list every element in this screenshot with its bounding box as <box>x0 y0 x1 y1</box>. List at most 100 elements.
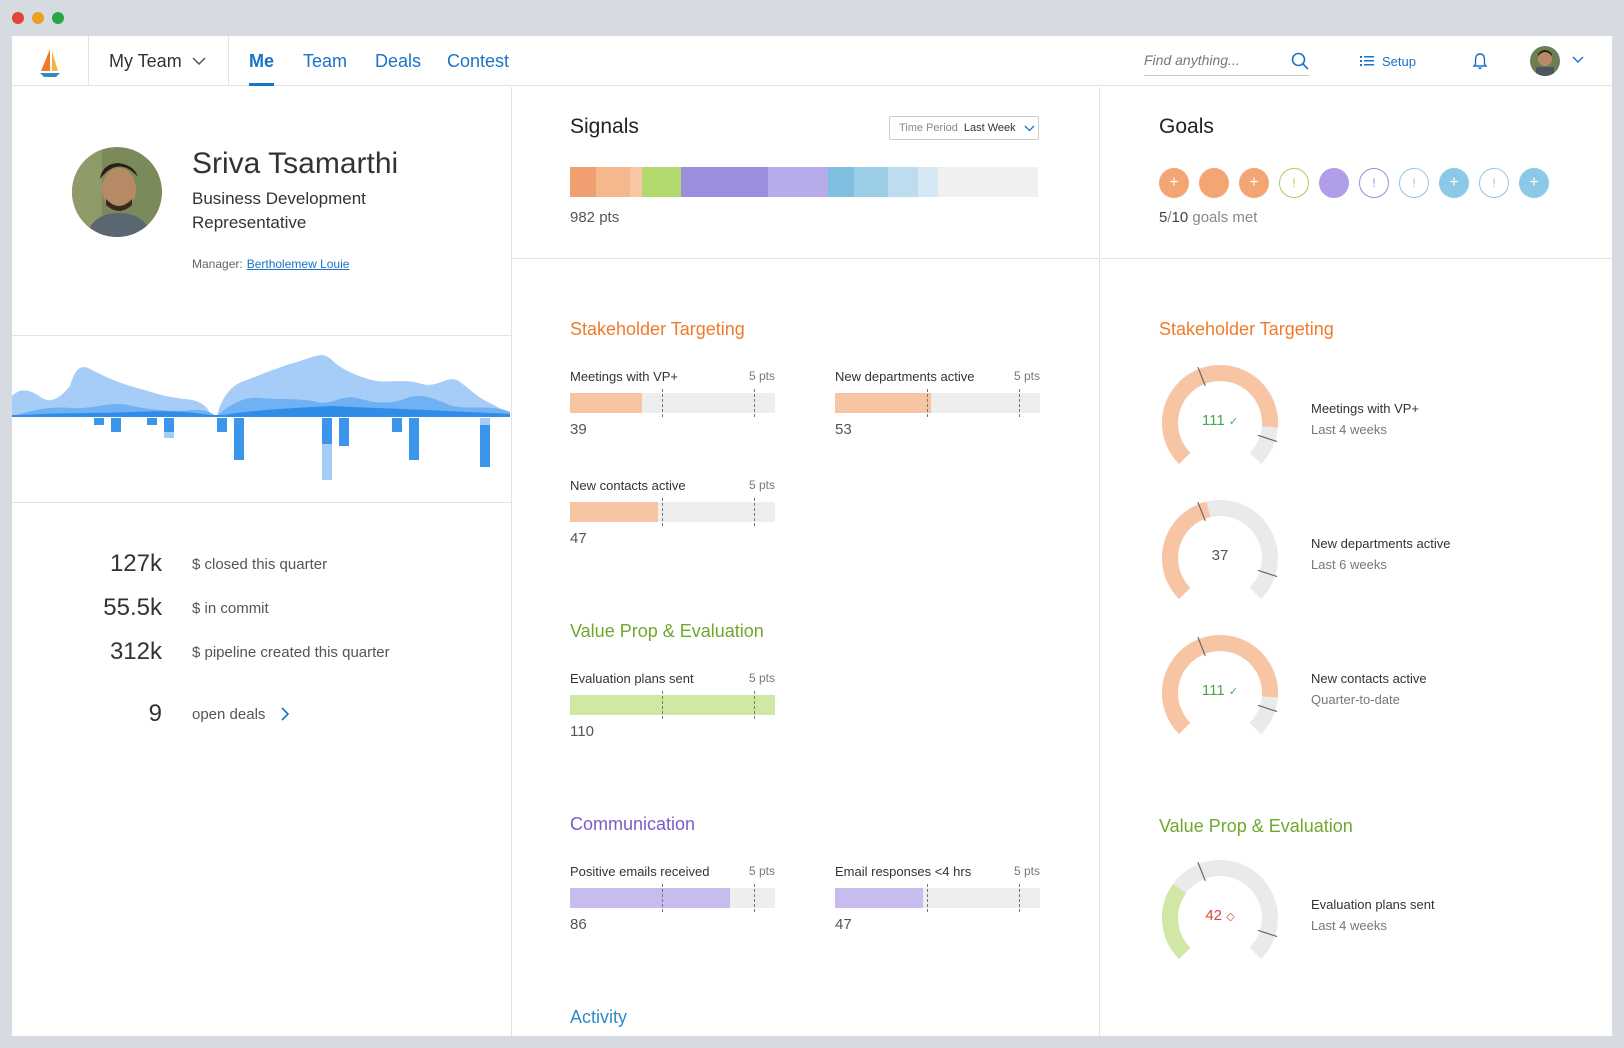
gauge-target-tick <box>1197 861 1206 882</box>
window-minimize-dot[interactable] <box>32 12 44 24</box>
gauge-meetings-vp[interactable]: 111 ✓ <box>1159 362 1281 484</box>
section-divider <box>512 258 1100 259</box>
signal-segment <box>681 167 768 197</box>
goals-met-count: 5 <box>1159 209 1168 226</box>
setup-button[interactable]: Setup <box>1360 36 1416 86</box>
manager-link[interactable]: Bertholemew Louie <box>246 257 350 271</box>
category-activity-title: Activity <box>570 1007 628 1027</box>
metric-email-responses: Email responses <4 hrs 5 pts 47 <box>835 864 1040 954</box>
goal-indicator[interactable]: ! <box>1279 168 1309 198</box>
goal-indicator[interactable]: + <box>1159 168 1189 198</box>
category-communication-title: Communication <box>570 814 696 834</box>
search-box <box>1144 46 1309 76</box>
gauge-target-tick <box>1197 501 1206 522</box>
gauge-new-departments[interactable]: 37 <box>1159 497 1281 619</box>
app-logo[interactable] <box>12 36 89 86</box>
goal-indicator[interactable]: ! <box>1479 168 1509 198</box>
goal-indicator[interactable]: ! <box>1399 168 1429 198</box>
tab-deals[interactable]: Deals <box>375 51 422 71</box>
metric-new-contacts: New contacts active 5 pts 47 <box>570 478 775 568</box>
gauge-period: Last 4 weeks <box>1311 918 1387 933</box>
section-divider <box>1101 258 1612 259</box>
metric-label: Positive emails received <box>570 864 710 879</box>
activity-area-chart <box>12 355 510 480</box>
goal-indicator[interactable]: + <box>1439 168 1469 198</box>
goal-indicator[interactable] <box>1199 168 1229 198</box>
notification-bell-icon[interactable] <box>1472 52 1488 70</box>
chevron-right-icon[interactable] <box>280 706 290 722</box>
signals-title: Signals <box>570 115 639 138</box>
metric-label: New contacts active <box>570 478 686 493</box>
metric-label: New departments active <box>835 369 975 384</box>
gauge-dial <box>1162 860 1278 960</box>
team-selector-dropdown[interactable]: My Team <box>89 36 229 86</box>
metric-label: Email responses <4 hrs <box>835 864 972 879</box>
time-period-label: Time Period <box>899 122 958 134</box>
metric-points: 5 pts <box>748 369 775 383</box>
stat-open-deals[interactable]: 9 open deals <box>12 700 512 730</box>
signal-segment <box>642 167 681 197</box>
signal-segment <box>596 167 630 197</box>
gauge-period: Last 4 weeks <box>1311 422 1387 437</box>
chevron-down-icon <box>192 57 206 65</box>
gauge-label: Meetings with VP+ <box>1311 401 1420 416</box>
gauge-period: Quarter-to-date <box>1311 692 1400 707</box>
goal-indicator[interactable]: + <box>1239 168 1269 198</box>
tab-contest[interactable]: Contest <box>447 51 510 71</box>
gauge-target-tick <box>1197 366 1206 387</box>
gauge-label: Evaluation plans sent <box>1311 897 1435 912</box>
goals-panel: Goals + +!!! +! + 5/10 goals met Stakeholde… <box>1101 87 1612 1036</box>
user-avatar[interactable] <box>1530 46 1560 76</box>
tab-team[interactable]: Team <box>303 51 348 71</box>
activity-bars <box>94 418 490 467</box>
goals-category-stakeholder-title: Stakeholder Targeting <box>1159 319 1334 339</box>
stat-label: $ closed this quarter <box>192 556 328 573</box>
stat-value: 312k <box>109 638 162 665</box>
signal-segment <box>630 167 642 197</box>
metric-value: 110 <box>570 723 594 740</box>
profile-role: Business Development Representative <box>192 189 366 232</box>
goal-indicator[interactable]: ! <box>1359 168 1389 198</box>
tab-me[interactable]: Me <box>249 36 275 86</box>
gauge-dial <box>1162 635 1278 735</box>
gauge-label: New contacts active <box>1311 671 1427 686</box>
time-period-dropdown[interactable]: Time Period Last Week <box>889 116 1039 140</box>
metric-meetings-vp: Meetings with VP+ 5 pts 39 <box>570 369 775 459</box>
goals-met-suffix: goals met <box>1192 209 1258 226</box>
profile-name: Sriva Tsamarthi <box>192 147 399 180</box>
stat-label[interactable]: open deals <box>192 706 266 723</box>
metric-bar <box>570 691 775 719</box>
chevron-down-icon[interactable] <box>1572 56 1584 64</box>
goals-total-count: 10 <box>1171 209 1189 226</box>
gauge-dial <box>1162 500 1278 600</box>
search-input[interactable] <box>1144 46 1284 74</box>
window-close-dot[interactable] <box>12 12 24 24</box>
stat-label: $ pipeline created this quarter <box>192 644 390 661</box>
metric-positive-emails: Positive emails received 5 pts 86 <box>570 864 775 954</box>
goals-met-summary: 5/10 goals met <box>1159 209 1258 226</box>
metric-bar <box>835 389 1040 417</box>
signal-segment <box>854 167 888 197</box>
list-icon <box>1360 56 1374 66</box>
gauge-value: 42 ◇ <box>1205 907 1235 924</box>
gauge-eval-plans[interactable]: 42 ◇ <box>1159 857 1281 979</box>
gauge-new-contacts[interactable]: 111 ✓ <box>1159 632 1281 754</box>
gauge-target-tick <box>1197 636 1206 657</box>
window-maximize-dot[interactable] <box>52 12 64 24</box>
metric-points: 5 pts <box>1013 369 1040 383</box>
gauge-target-tick <box>1257 704 1278 713</box>
stat-label: $ in commit <box>192 600 269 617</box>
activity-chart <box>12 335 512 503</box>
metric-points: 5 pts <box>1013 864 1040 878</box>
goal-indicator[interactable]: + <box>1519 168 1549 198</box>
gauge-fill <box>1162 501 1211 600</box>
search-icon[interactable] <box>1291 52 1309 70</box>
stat-pipeline-created: 312k $ pipeline created this quarter <box>12 638 512 668</box>
metric-value: 53 <box>835 421 852 438</box>
gauge-period: Last 6 weeks <box>1311 557 1387 572</box>
gauge-target-tick <box>1257 569 1278 578</box>
goals-category-valueprop-title: Value Prop & Evaluation <box>1159 816 1353 836</box>
metric-value: 47 <box>570 530 587 547</box>
goal-indicator[interactable] <box>1319 168 1349 198</box>
category-valueprop-title: Value Prop & Evaluation <box>570 621 764 641</box>
